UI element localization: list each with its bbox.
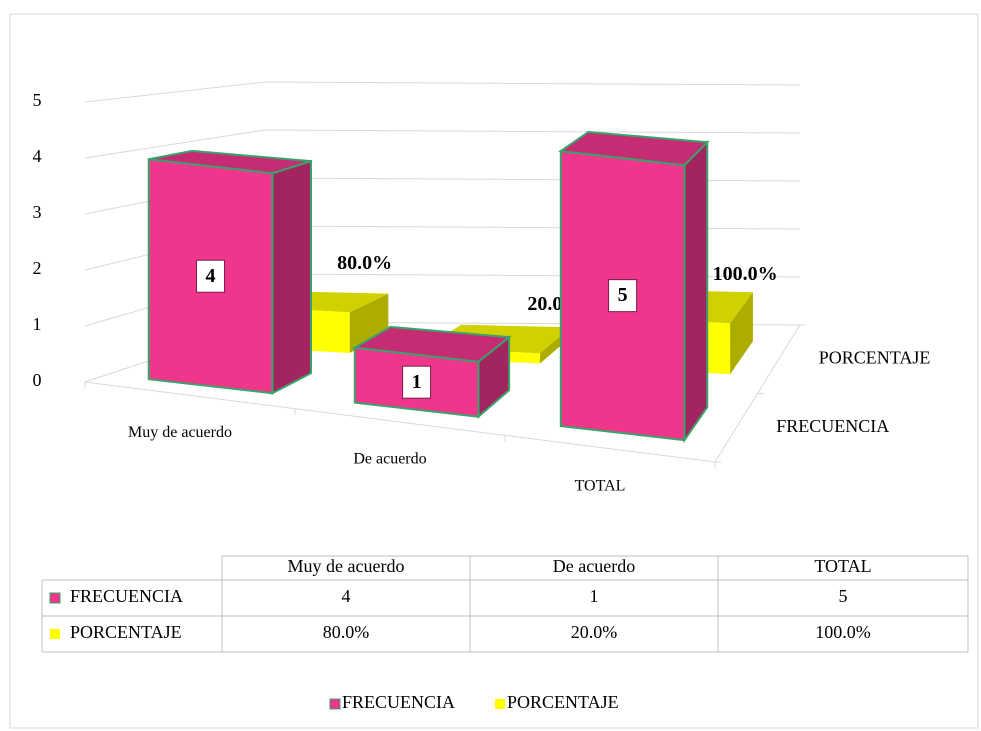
bar xyxy=(147,149,312,395)
x-tick-label: TOTAL xyxy=(575,477,626,494)
data-label-box xyxy=(402,365,432,399)
y-tick-label: 2 xyxy=(33,258,42,278)
table-header: Muy de acuerdo xyxy=(288,556,405,576)
y-tick-label: 3 xyxy=(33,202,42,222)
table-cell: 20.0% xyxy=(571,622,618,642)
legend-key xyxy=(495,699,506,709)
data-label: 1 xyxy=(412,371,422,393)
y-tick-label: 0 xyxy=(33,370,42,390)
y-tick-label: 5 xyxy=(33,90,42,110)
grid-line xyxy=(84,129,801,159)
table-header: De acuerdo xyxy=(553,556,635,576)
table-row-label: FRECUENCIA xyxy=(70,586,183,606)
x-tick-label: Muy de acuerdo xyxy=(128,424,232,441)
bar-side xyxy=(683,139,709,444)
data-label: 5 xyxy=(618,284,628,306)
bar-side xyxy=(349,293,389,353)
y-tick-label: 4 xyxy=(33,146,42,166)
data-label-box xyxy=(608,279,638,313)
data-label-box xyxy=(196,259,226,293)
legend-label: FRECUENCIA xyxy=(342,692,455,712)
table-cell: 4 xyxy=(342,586,351,606)
table-cell: 5 xyxy=(839,586,848,606)
y-tick-label: 1 xyxy=(33,314,42,334)
table-header: TOTAL xyxy=(814,556,871,576)
table-key xyxy=(50,629,60,639)
table-cell: 1 xyxy=(590,586,599,606)
series-axis-label: PORCENTAJE xyxy=(819,347,931,367)
data-label: 4 xyxy=(206,265,216,287)
table-cell: 100.0% xyxy=(815,622,871,642)
series-axis-label: FRECUENCIA xyxy=(776,416,889,436)
legend-key xyxy=(329,698,341,710)
grid-line xyxy=(84,81,801,103)
legend-label: PORCENTAJE xyxy=(507,692,619,712)
bar xyxy=(351,325,512,419)
bar-side xyxy=(730,292,753,375)
table-key xyxy=(49,592,61,604)
table-cell: 80.0% xyxy=(323,622,370,642)
x-tick-label: De acuerdo xyxy=(353,451,426,468)
bar-top xyxy=(351,325,512,363)
bar-side xyxy=(271,159,312,395)
bar-top xyxy=(558,130,710,167)
data-label: 100.0% xyxy=(713,263,778,285)
data-table xyxy=(41,555,969,653)
table-row-label: PORCENTAJE xyxy=(70,622,182,642)
data-label: 80.0% xyxy=(337,252,392,274)
bar-top xyxy=(148,149,312,175)
